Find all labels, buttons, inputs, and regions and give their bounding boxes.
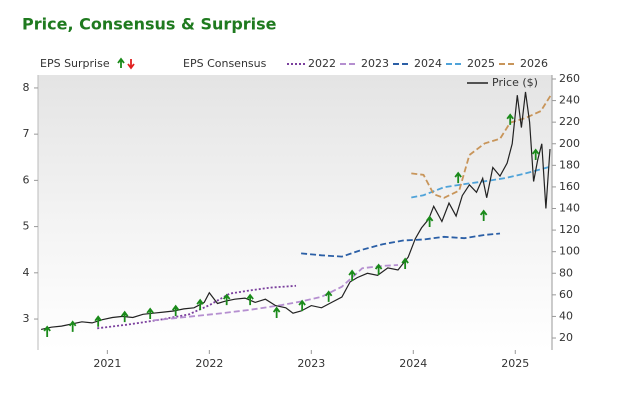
surprise-arrow bbox=[68, 320, 77, 332]
y2-tick-label: 260 bbox=[559, 72, 580, 85]
y2-tick-label: 180 bbox=[559, 158, 580, 171]
surprise-arrow bbox=[120, 310, 129, 323]
surprise-arrow bbox=[425, 215, 434, 227]
surprise-arrow bbox=[146, 307, 154, 319]
y2-tick-label: 60 bbox=[559, 288, 573, 301]
legend-label: 2026 bbox=[520, 57, 548, 70]
y-tick-label: 8 bbox=[23, 81, 30, 94]
x-tick-label: 2025 bbox=[501, 357, 529, 370]
legend-label: 2025 bbox=[467, 57, 495, 70]
series-line bbox=[40, 91, 551, 330]
series-line bbox=[411, 94, 552, 199]
surprise-arrow bbox=[222, 293, 231, 306]
surprise-arrow bbox=[479, 209, 488, 221]
y-tick-label: 5 bbox=[23, 220, 30, 233]
surprise-arrow bbox=[43, 325, 51, 337]
y2-tick-label: 120 bbox=[559, 223, 580, 236]
y-tick-label: 4 bbox=[23, 266, 30, 279]
surprise-arrow bbox=[272, 306, 281, 319]
surprise-arrow bbox=[171, 304, 180, 317]
legend-surprise: EPS Surprise bbox=[40, 57, 110, 70]
surprise-arrow bbox=[454, 171, 462, 184]
series-line bbox=[411, 165, 552, 199]
y2-tick-label: 200 bbox=[559, 137, 580, 150]
surprise-arrow bbox=[246, 293, 254, 306]
legend-label: 2022 bbox=[308, 57, 336, 70]
legend-label: 2024 bbox=[414, 57, 442, 70]
down-arrow-icon bbox=[127, 59, 135, 70]
surprise-arrow bbox=[298, 299, 306, 312]
y2-tick-label: 80 bbox=[559, 266, 573, 279]
surprise-arrow bbox=[94, 315, 102, 327]
y2-tick-label: 100 bbox=[559, 245, 580, 258]
x-tick-label: 2021 bbox=[93, 357, 121, 370]
x-tick-label: 2022 bbox=[195, 357, 223, 370]
y2-tick-label: 240 bbox=[559, 94, 580, 107]
surprise-arrow bbox=[324, 290, 333, 302]
legend-consensus: EPS Consensus bbox=[183, 57, 267, 70]
surprise-arrow bbox=[531, 148, 540, 160]
x-tick-label: 2023 bbox=[297, 357, 325, 370]
y2-tick-label: 20 bbox=[559, 331, 573, 344]
x-tick-label: 2024 bbox=[399, 357, 427, 370]
chart-title: Price, Consensus & Surprise bbox=[22, 15, 277, 34]
series-line bbox=[301, 232, 501, 258]
legend-label: Price ($) bbox=[492, 76, 538, 89]
y2-tick-label: 40 bbox=[559, 309, 573, 322]
surprise-arrow bbox=[348, 269, 356, 282]
series-line bbox=[97, 284, 297, 330]
surprise-arrow bbox=[196, 298, 204, 311]
y2-tick-label: 220 bbox=[559, 115, 580, 128]
plot-area bbox=[38, 75, 552, 350]
y-tick-label: 3 bbox=[23, 312, 30, 325]
y2-tick-label: 140 bbox=[559, 202, 580, 215]
y2-tick-label: 160 bbox=[559, 180, 580, 193]
surprise-arrow bbox=[374, 263, 383, 276]
surprise-arrow bbox=[506, 113, 514, 125]
legend-label: 2023 bbox=[361, 57, 389, 70]
surprise-arrow bbox=[401, 257, 409, 270]
up-arrow-icon bbox=[117, 57, 125, 68]
y-tick-label: 6 bbox=[23, 173, 30, 186]
y-tick-label: 7 bbox=[23, 127, 30, 140]
